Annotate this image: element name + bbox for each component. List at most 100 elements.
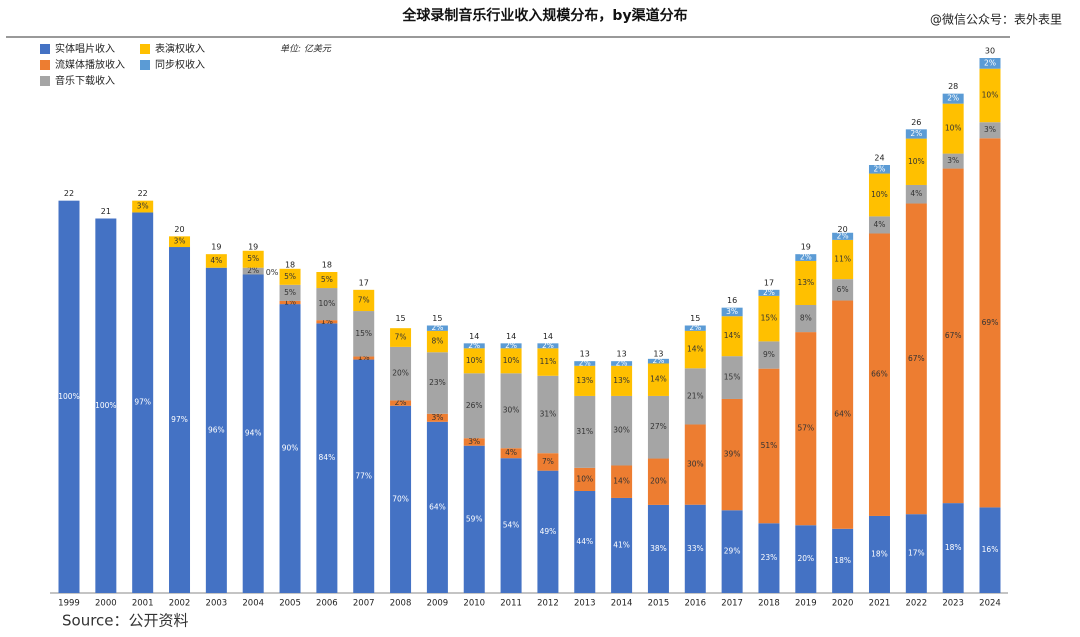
data-label: 69% xyxy=(982,318,999,327)
data-label: 11% xyxy=(834,255,851,264)
data-label: 14% xyxy=(687,345,704,354)
bar-segment xyxy=(132,212,154,594)
bar-segment xyxy=(279,304,301,593)
data-label: 59% xyxy=(466,514,483,523)
bar-segment xyxy=(721,510,743,593)
data-label: 2% xyxy=(874,164,886,173)
data-label: 4% xyxy=(505,448,517,457)
legend-swatch xyxy=(140,44,150,54)
data-label: 31% xyxy=(540,409,557,418)
bar-segment xyxy=(647,395,669,459)
data-label: 10% xyxy=(945,124,962,133)
data-label: 18% xyxy=(945,543,962,552)
bar-segment xyxy=(390,400,412,406)
bar-segment xyxy=(390,405,412,593)
data-label: 4% xyxy=(910,189,922,198)
data-label: 15% xyxy=(761,314,778,323)
data-label: 20% xyxy=(797,554,814,563)
bar-segment xyxy=(537,470,559,593)
data-label: 2% xyxy=(468,341,480,350)
legend-swatch xyxy=(140,60,150,70)
data-label: 10% xyxy=(576,474,593,483)
bar-segment xyxy=(868,233,890,516)
bar-segment xyxy=(463,343,485,349)
bar-segment xyxy=(795,525,817,593)
total-label: 16 xyxy=(727,296,737,305)
total-label: 17 xyxy=(359,278,369,287)
data-label: 18% xyxy=(834,556,851,565)
data-label: 64% xyxy=(429,502,446,511)
data-label: 10% xyxy=(466,356,483,365)
bar-segment xyxy=(463,373,485,439)
data-label: 10% xyxy=(503,356,520,365)
data-label: 96% xyxy=(208,425,225,434)
bar-segment xyxy=(500,373,522,449)
bar-segment xyxy=(684,504,706,593)
data-label: 13% xyxy=(797,278,814,287)
data-label: 33% xyxy=(687,544,704,553)
bar-segment xyxy=(979,58,1001,69)
x-tick-label: 2014 xyxy=(611,599,633,609)
data-label: 8% xyxy=(800,314,812,323)
total-label: 13 xyxy=(580,350,590,359)
total-label: 19 xyxy=(248,243,258,252)
data-label: 2% xyxy=(763,288,775,297)
data-label: 2% xyxy=(247,266,259,275)
bar-segment xyxy=(574,361,596,366)
bar-segment xyxy=(316,323,338,593)
data-label: 5% xyxy=(284,288,296,297)
bar-segment xyxy=(795,304,817,333)
data-label: 17% xyxy=(908,549,925,558)
x-tick-label: 2003 xyxy=(206,599,228,609)
bar-segment xyxy=(721,398,743,511)
legend-swatch xyxy=(40,44,50,54)
data-label: 2% xyxy=(689,323,701,332)
bar-segment xyxy=(721,316,743,357)
data-label: 2% xyxy=(431,323,443,332)
bar-segment xyxy=(537,453,559,471)
bar-segment xyxy=(390,346,412,401)
bar-segment xyxy=(574,395,596,468)
bar-segment xyxy=(832,300,854,529)
x-tick-label: 2023 xyxy=(942,599,964,609)
data-label: 97% xyxy=(171,415,188,424)
bar-segment xyxy=(868,515,890,593)
data-label: 10% xyxy=(908,157,925,166)
data-label: 14% xyxy=(613,477,630,486)
x-tick-label: 2010 xyxy=(463,599,485,609)
bar-segment xyxy=(832,528,854,593)
data-label: 1% xyxy=(358,353,370,362)
bar-segment xyxy=(758,368,780,524)
bar-segment xyxy=(942,503,964,593)
bar-segment xyxy=(463,348,485,374)
bar-segment xyxy=(169,236,191,248)
bar-segment xyxy=(832,239,854,280)
data-label: 10% xyxy=(871,190,888,199)
total-label: 14 xyxy=(469,332,479,341)
total-label: 15 xyxy=(432,314,442,323)
data-label: 2% xyxy=(616,358,628,367)
data-label: 57% xyxy=(797,424,814,433)
bar-segment xyxy=(390,328,412,347)
watermark: @微信公众号：表外表里 xyxy=(930,13,1062,27)
bar-segment xyxy=(905,203,927,515)
legend-label: 同步权收入 xyxy=(155,58,205,71)
bar-segment xyxy=(537,343,559,349)
total-label: 20 xyxy=(174,225,184,234)
data-label: 97% xyxy=(134,398,151,407)
data-label: 84% xyxy=(319,453,336,462)
bar-segment xyxy=(868,165,890,174)
bar-segment xyxy=(353,311,375,357)
bar-segment xyxy=(205,267,227,593)
total-label: 15 xyxy=(395,314,405,323)
bar-segment xyxy=(832,279,854,301)
data-label: 10% xyxy=(982,90,999,99)
bar-segment xyxy=(647,504,669,593)
x-tick-label: 2002 xyxy=(169,599,191,609)
bar-segment xyxy=(426,421,448,593)
data-label: 8% xyxy=(431,337,443,346)
bar-segment xyxy=(795,254,817,261)
data-label: 2% xyxy=(395,398,407,407)
bar-segment xyxy=(795,332,817,526)
bar-segment xyxy=(611,365,633,396)
